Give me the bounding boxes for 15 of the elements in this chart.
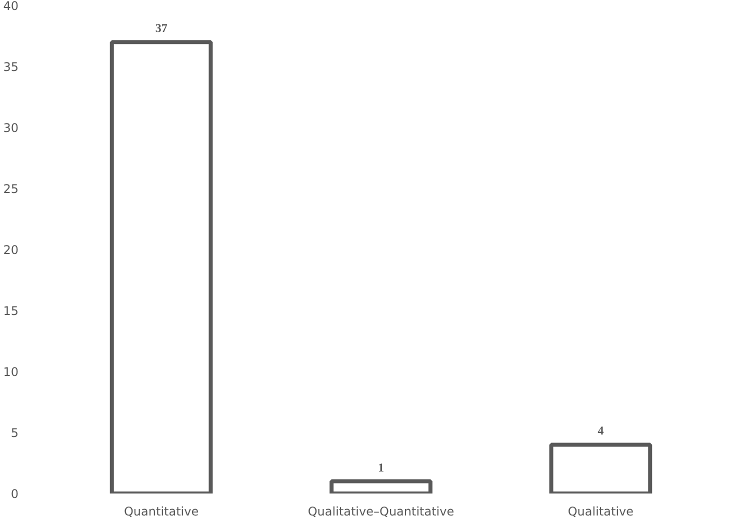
- y-tick-label: 15: [3, 304, 19, 318]
- x-tick-label: Qualitative–Quantitative: [308, 504, 454, 518]
- y-tick-label: 10: [3, 365, 19, 379]
- y-tick-label: 25: [3, 182, 19, 196]
- x-tick-label: Quantitative: [124, 504, 199, 518]
- y-tick-label: 40: [3, 0, 19, 13]
- y-tick-label: 5: [10, 426, 19, 440]
- y-tick-label: 0: [10, 487, 19, 501]
- y-tick-label: 20: [3, 243, 19, 257]
- y-tick-label: 30: [3, 121, 19, 135]
- y-tick-label: 35: [3, 60, 19, 74]
- x-tick-label: Qualitative: [568, 504, 634, 518]
- data-label: 4: [598, 424, 604, 438]
- data-label: 37: [155, 21, 168, 36]
- data-label: 1: [378, 460, 384, 474]
